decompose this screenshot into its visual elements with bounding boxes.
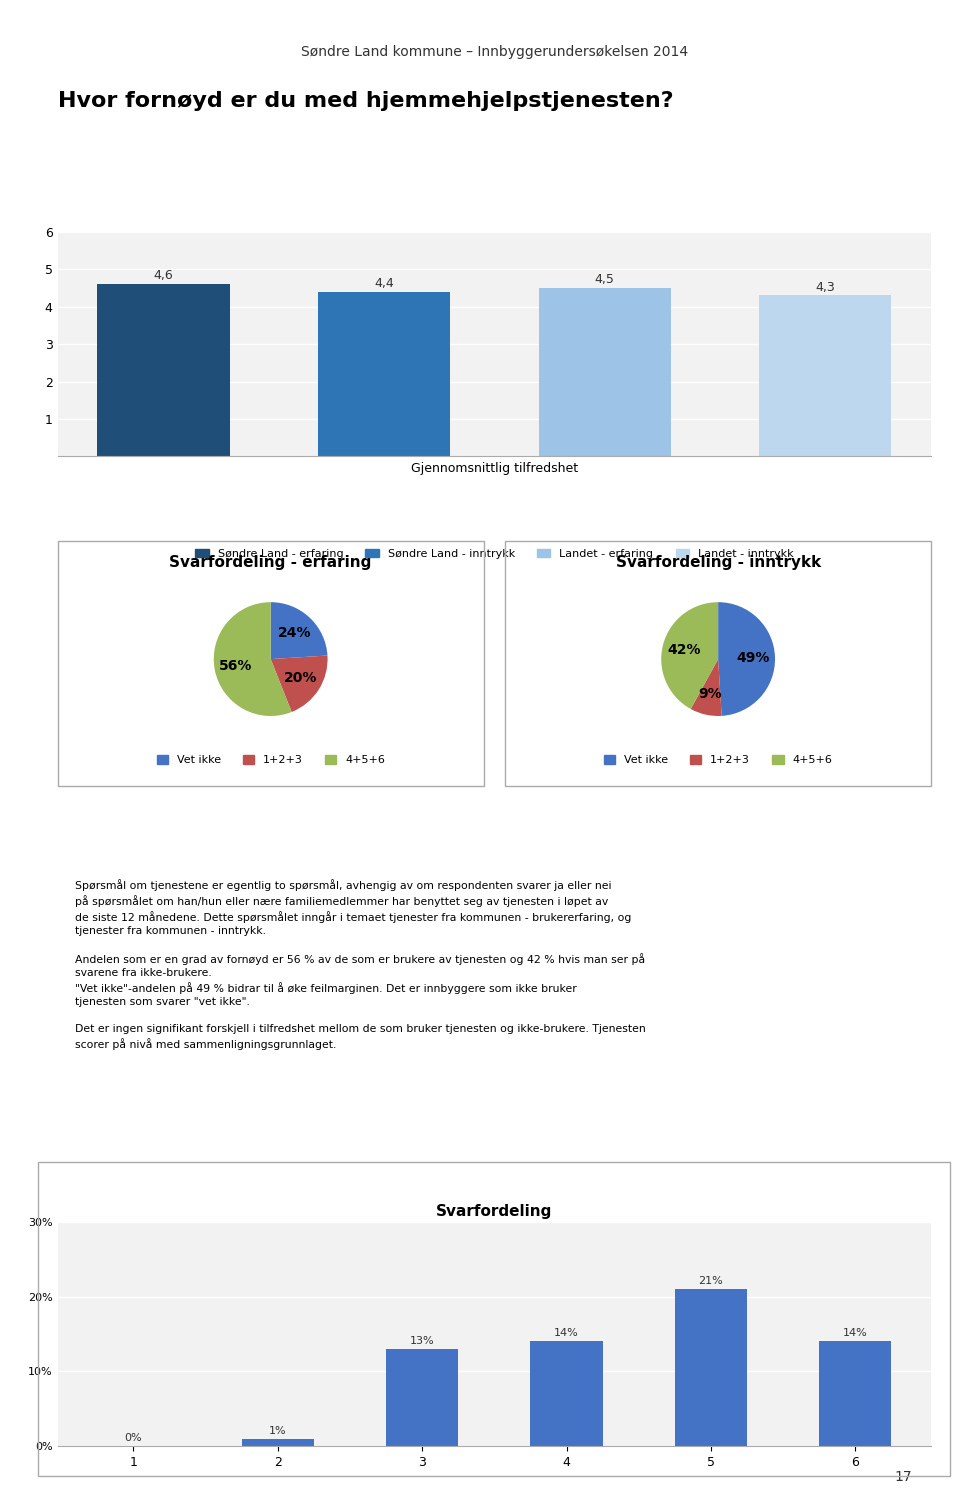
Wedge shape [690,659,722,716]
Text: 13%: 13% [410,1336,435,1346]
Bar [242,1439,314,1446]
Text: 24%: 24% [278,626,312,640]
Text: 0%: 0% [125,1433,142,1443]
Bar [97,285,229,456]
Text: 17: 17 [895,1470,912,1484]
Text: 1%: 1% [269,1425,287,1436]
Text: Svarfordeling - erfaring: Svarfordeling - erfaring [170,555,372,570]
Wedge shape [661,602,718,708]
Wedge shape [718,602,775,716]
Text: 20%: 20% [284,671,317,684]
Text: 56%: 56% [219,659,252,672]
Text: 9%: 9% [699,686,722,701]
Title: Svarfordeling: Svarfordeling [436,1205,553,1220]
Text: 4,5: 4,5 [595,273,614,286]
Text: 4,3: 4,3 [815,280,835,294]
Bar [531,1342,603,1446]
Wedge shape [271,656,327,713]
Legend: Søndre Land - erfaring, Søndre Land - inntrykk, Landet - erfaring, Landet - innt: Søndre Land - erfaring, Søndre Land - in… [191,544,798,564]
Bar [386,1349,458,1446]
Bar [759,295,892,456]
Wedge shape [214,602,292,716]
Text: Spørsmål om tjenestene er egentlig to spørsmål, avhengig av om respondenten svar: Spørsmål om tjenestene er egentlig to sp… [75,880,646,1050]
Text: 42%: 42% [667,643,701,658]
Text: Svarfordeling - inntrykk: Svarfordeling - inntrykk [615,555,821,570]
Legend: Vet ikke, 1+2+3, 4+5+6: Vet ikke, 1+2+3, 4+5+6 [152,751,389,769]
Text: Hvor fornøyd er du med hjemmehjelpstjenesten?: Hvor fornøyd er du med hjemmehjelpstjene… [58,91,673,110]
Text: 49%: 49% [736,652,770,665]
Bar [819,1342,892,1446]
Text: 14%: 14% [554,1328,579,1339]
Text: 4,6: 4,6 [154,270,174,282]
Wedge shape [271,602,327,659]
Legend: Vet ikke, 1+2+3, 4+5+6: Vet ikke, 1+2+3, 4+5+6 [600,751,837,769]
Text: 4,4: 4,4 [374,277,394,289]
Bar [675,1290,747,1446]
Text: 21%: 21% [699,1276,724,1287]
Bar [539,288,671,456]
Text: 14%: 14% [843,1328,868,1339]
X-axis label: Gjennomsnittlig tilfredshet: Gjennomsnittlig tilfredshet [411,462,578,476]
Text: Søndre Land kommune – Innbyggerundersøkelsen 2014: Søndre Land kommune – Innbyggerundersøke… [300,45,688,58]
Bar [318,292,450,456]
